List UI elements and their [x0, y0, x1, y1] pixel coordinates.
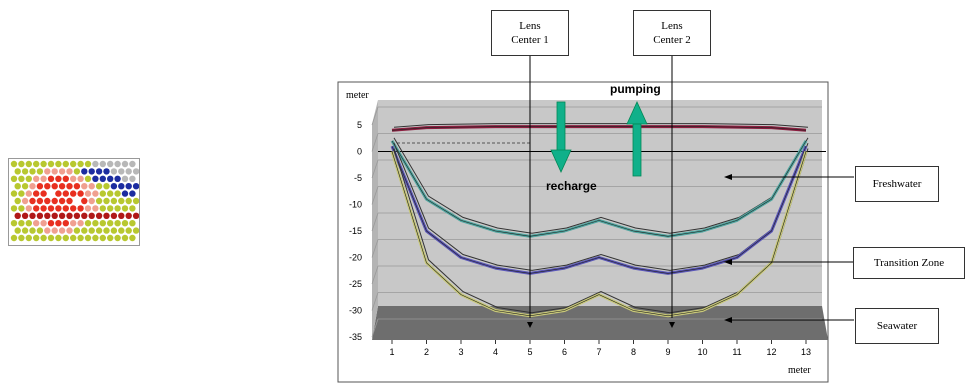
lens-center-2-line1: Lens — [661, 19, 682, 33]
freshwater-label-box: Freshwater — [855, 166, 939, 202]
x-tick-label: 4 — [493, 347, 498, 357]
y-tick-label: -10 — [349, 200, 362, 210]
x-tick-label: 12 — [766, 347, 776, 357]
pumping-label: pumping — [610, 82, 661, 96]
x-tick-label: 10 — [697, 347, 707, 357]
seawater-label-box: Seawater — [855, 308, 939, 344]
x-tick-label: 5 — [527, 347, 532, 357]
transition-zone-label: Transition Zone — [874, 256, 944, 270]
y-tick-label: -5 — [354, 173, 362, 183]
y-tick-label: -25 — [349, 279, 362, 289]
x-tick-label: 3 — [458, 347, 463, 357]
x-tick-label: 1 — [389, 347, 394, 357]
plot-floor — [372, 306, 828, 340]
y-tick-label: -30 — [349, 306, 362, 316]
y-tick-label: -15 — [349, 226, 362, 236]
seawater-label: Seawater — [877, 319, 917, 333]
lens-center-1-box: Lens Center 1 — [491, 10, 569, 56]
transition-zone-label-box: Transition Zone — [853, 247, 965, 279]
y-tick-label: 0 — [357, 147, 362, 157]
x-tick-label: 6 — [562, 347, 567, 357]
y-tick-label: 5 — [357, 120, 362, 130]
recharge-label: recharge — [546, 179, 597, 193]
freshwater-label: Freshwater — [873, 177, 922, 191]
lens-center-1-line2: Center 1 — [511, 33, 549, 47]
lens-center-2-line2: Center 2 — [653, 33, 691, 47]
x-tick-label: 13 — [801, 347, 811, 357]
x-axis-unit: meter — [788, 365, 811, 376]
x-tick-label: 11 — [732, 347, 741, 357]
x-tick-label: 9 — [665, 347, 670, 357]
x-tick-label: 8 — [631, 347, 636, 357]
y-tick-label: -20 — [349, 253, 362, 263]
y-tick-label: -35 — [349, 332, 362, 342]
lens-center-2-box: Lens Center 2 — [633, 10, 711, 56]
x-tick-label: 7 — [596, 347, 601, 357]
x-tick-label: 2 — [424, 347, 429, 357]
lens-center-1-line1: Lens — [519, 19, 540, 33]
y-axis-unit: meter — [346, 90, 369, 101]
